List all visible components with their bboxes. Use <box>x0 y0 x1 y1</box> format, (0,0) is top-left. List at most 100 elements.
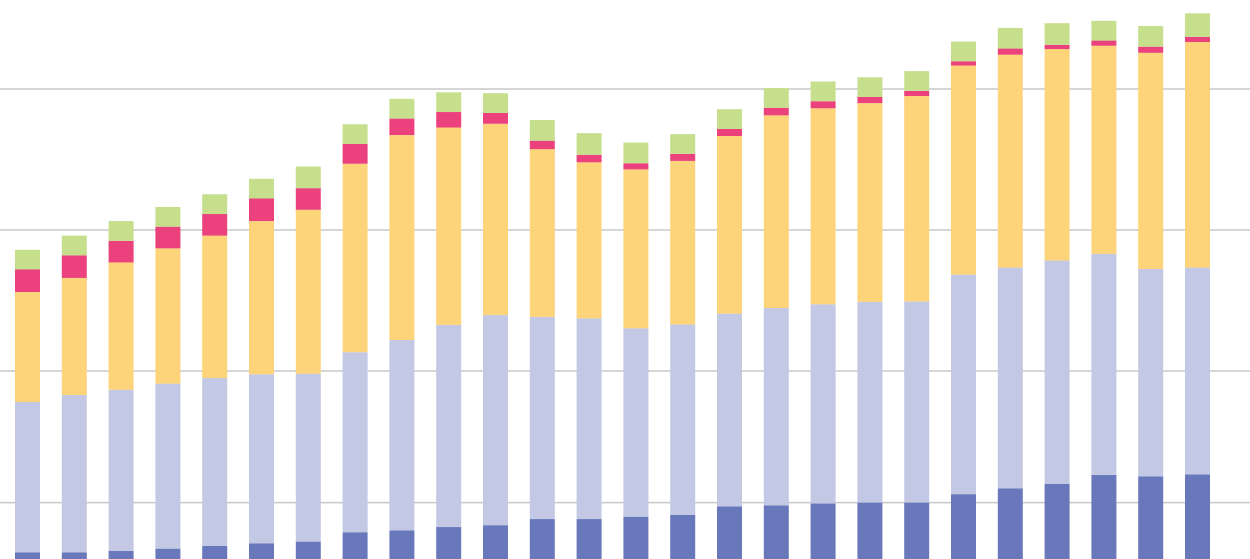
bar-segment-18-series-2 <box>810 304 836 504</box>
bar-stack-13 <box>576 133 602 559</box>
bar-segment-13-series-5 <box>576 133 602 155</box>
bar-segment-2-series-3 <box>61 277 87 395</box>
bar-segment-11-series-2 <box>483 315 508 526</box>
bar-segment-12-series-2 <box>529 316 555 520</box>
bar-segment-1-series-3 <box>15 292 40 403</box>
bar-segment-16-series-5 <box>717 109 742 129</box>
bar-segment-7-series-3 <box>295 209 321 374</box>
bar-segment-26-series-3 <box>1185 42 1210 268</box>
bar-segment-8-series-3 <box>342 163 368 353</box>
bar-stack-21 <box>951 41 976 559</box>
bar-segment-25-series-3 <box>1138 52 1164 270</box>
bar-segment-1-series-4 <box>15 269 40 293</box>
bar-segment-11-series-1 <box>483 525 508 559</box>
bar-segment-21-series-2 <box>951 274 976 495</box>
bar-segment-4-series-3 <box>155 248 181 384</box>
bar-segment-20-series-2 <box>904 301 930 503</box>
bar-segment-10-series-3 <box>436 127 462 325</box>
bar-stack-25 <box>1138 26 1164 559</box>
bar-segment-16-series-2 <box>717 313 742 507</box>
bar-stack-17 <box>763 88 789 559</box>
bar-stack-22 <box>997 27 1023 559</box>
bar-segment-22-series-5 <box>997 27 1023 49</box>
bar-segment-26-series-4 <box>1185 36 1210 42</box>
bar-segment-19-series-2 <box>857 301 883 503</box>
bar-segment-21-series-3 <box>951 65 976 275</box>
bar-segment-18-series-1 <box>810 503 836 559</box>
bar-segment-9-series-4 <box>389 118 415 136</box>
bar-segment-4-series-2 <box>155 383 181 549</box>
bar-segment-22-series-2 <box>997 267 1023 489</box>
bar-segment-18-series-4 <box>810 101 836 109</box>
bar-segment-5-series-5 <box>202 194 228 215</box>
bar-stack-14 <box>623 142 649 559</box>
bar-stack-9 <box>389 98 415 559</box>
bar-segment-10-series-4 <box>436 112 462 128</box>
bar-segment-1-series-1 <box>15 552 40 559</box>
bar-segment-20-series-3 <box>904 96 930 302</box>
bar-segment-11-series-3 <box>483 123 508 316</box>
bar-stack-20 <box>904 71 930 559</box>
bar-segment-7-series-4 <box>295 188 321 210</box>
bar-stack-5 <box>202 194 228 559</box>
bar-segment-23-series-1 <box>1044 483 1070 559</box>
bar-segment-15-series-5 <box>670 134 696 154</box>
bar-segment-3-series-1 <box>108 551 134 559</box>
bar-segment-1-series-5 <box>15 249 40 270</box>
bar-stack-15 <box>670 134 696 559</box>
bar-segment-26-series-1 <box>1185 474 1210 559</box>
bar-segment-17-series-1 <box>763 505 789 559</box>
bar-segment-4-series-5 <box>155 206 181 227</box>
bar-segment-15-series-3 <box>670 160 696 325</box>
bar-segment-19-series-4 <box>857 96 883 104</box>
bar-segment-20-series-1 <box>904 502 930 559</box>
bar-segment-21-series-1 <box>951 494 976 559</box>
bar-segment-13-series-2 <box>576 318 602 520</box>
bar-segment-10-series-2 <box>436 324 462 528</box>
bar-segment-3-series-4 <box>108 240 134 263</box>
bar-segment-22-series-1 <box>997 488 1023 559</box>
bar-segment-2-series-5 <box>61 235 87 256</box>
bar-segment-2-series-1 <box>61 552 87 559</box>
bar-stack-19 <box>857 77 883 559</box>
bar-segment-4-series-4 <box>155 226 181 249</box>
bar-segment-19-series-1 <box>857 502 883 559</box>
bar-segment-22-series-3 <box>997 54 1023 268</box>
bar-segment-12-series-4 <box>529 140 555 150</box>
bar-segment-9-series-2 <box>389 339 415 531</box>
bar-segment-25-series-5 <box>1138 26 1164 47</box>
bar-segment-2-series-2 <box>61 394 87 553</box>
bar-segment-19-series-3 <box>857 103 883 302</box>
bar-segment-23-series-5 <box>1044 23 1070 45</box>
bar-segment-10-series-5 <box>436 92 462 113</box>
bar-segment-9-series-1 <box>389 530 415 559</box>
bar-stack-26 <box>1185 13 1210 559</box>
bar-segment-21-series-4 <box>951 61 976 66</box>
bar-stack-4 <box>155 206 181 559</box>
bar-stack-18 <box>810 81 836 559</box>
bar-segment-8-series-5 <box>342 124 368 144</box>
bar-segment-24-series-3 <box>1091 45 1117 254</box>
bar-segment-4-series-1 <box>155 548 181 559</box>
bar-stack-1 <box>15 249 40 559</box>
bar-segment-13-series-4 <box>576 154 602 163</box>
bar-segment-9-series-5 <box>389 98 415 119</box>
bar-segment-18-series-3 <box>810 108 836 305</box>
bars <box>15 13 1210 559</box>
bar-segment-13-series-1 <box>576 519 602 559</box>
bar-segment-17-series-4 <box>763 107 789 116</box>
bar-segment-24-series-4 <box>1091 40 1117 46</box>
bar-segment-15-series-1 <box>670 514 696 559</box>
bar-segment-24-series-5 <box>1091 20 1117 41</box>
bar-segment-17-series-2 <box>763 308 789 506</box>
bar-segment-12-series-5 <box>529 120 555 141</box>
bar-segment-16-series-1 <box>717 506 742 559</box>
bar-segment-5-series-2 <box>202 378 228 546</box>
bar-segment-9-series-3 <box>389 135 415 340</box>
bar-segment-18-series-5 <box>810 81 836 102</box>
bar-segment-11-series-4 <box>483 112 508 124</box>
bar-stack-23 <box>1044 23 1070 559</box>
bar-segment-23-series-3 <box>1044 49 1070 261</box>
bar-segment-17-series-5 <box>763 88 789 108</box>
